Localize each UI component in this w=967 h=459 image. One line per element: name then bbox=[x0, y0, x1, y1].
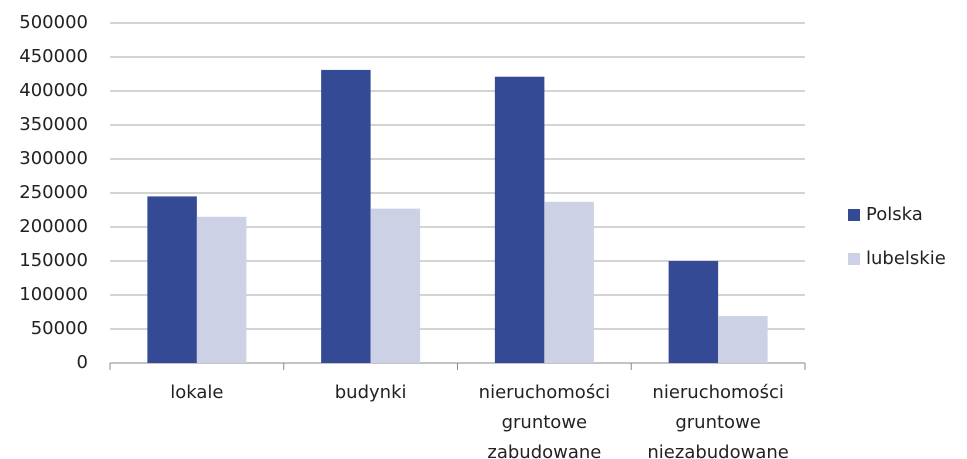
y-tick-label: 500000 bbox=[19, 12, 88, 33]
y-tick-label: 400000 bbox=[19, 80, 88, 101]
y-tick-label: 250000 bbox=[19, 182, 88, 203]
x-tick-label: lokale bbox=[170, 382, 223, 403]
x-tick-label: nieruchomości gruntowe zabudowane bbox=[479, 382, 610, 459]
bar bbox=[321, 69, 371, 364]
y-tick-label: 50000 bbox=[31, 318, 88, 339]
y-tick-label: 100000 bbox=[19, 284, 88, 305]
x-tick-label: budynki bbox=[335, 382, 407, 403]
bar bbox=[544, 201, 594, 363]
bar bbox=[668, 261, 719, 363]
legend-swatch bbox=[848, 253, 860, 265]
bar bbox=[718, 316, 768, 363]
bar bbox=[147, 196, 197, 363]
y-tick-label: 0 bbox=[77, 352, 88, 373]
bar bbox=[196, 216, 247, 363]
legend-swatch bbox=[848, 209, 860, 221]
legend-label: Polska bbox=[866, 204, 923, 225]
y-tick-label: 300000 bbox=[19, 148, 88, 169]
y-tick-label: 150000 bbox=[19, 250, 88, 271]
legend-label: lubelskie bbox=[866, 248, 946, 269]
y-tick-label: 200000 bbox=[19, 216, 88, 237]
bar bbox=[370, 208, 421, 363]
y-tick-label: 350000 bbox=[19, 114, 88, 135]
bar bbox=[494, 76, 545, 363]
y-tick-label: 450000 bbox=[19, 46, 88, 67]
x-tick-label: nieruchomości gruntowe niezabudowane bbox=[647, 382, 788, 459]
